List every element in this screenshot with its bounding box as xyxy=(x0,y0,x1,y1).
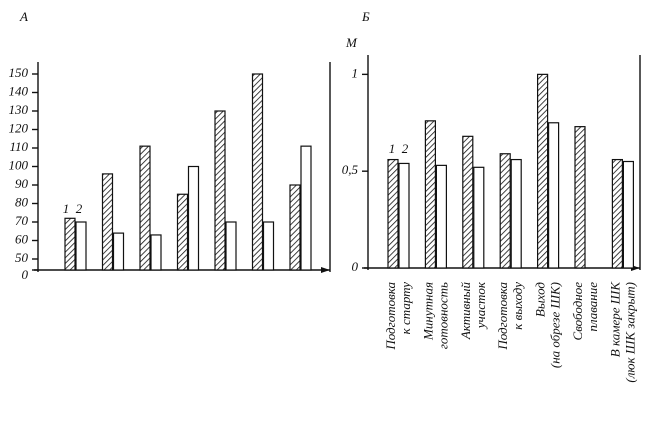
x-tick-label: (на обрезе ШК) xyxy=(548,282,563,368)
bar xyxy=(473,166,485,269)
bar xyxy=(187,165,200,271)
y-tick-label: 130 xyxy=(9,102,29,117)
y-tick-label: 120 xyxy=(9,120,29,135)
bar xyxy=(499,153,511,269)
bar xyxy=(300,145,312,271)
bar xyxy=(139,145,151,271)
panel-label: Б xyxy=(361,9,370,24)
y-tick-label: 140 xyxy=(9,83,29,98)
y-tick-label: 90 xyxy=(15,176,29,191)
y-tick-label: 80 xyxy=(15,194,29,209)
bar xyxy=(536,73,549,269)
bar xyxy=(611,158,624,269)
x-tick-label: В камере ШК xyxy=(607,281,622,358)
y-tick-label: 50 xyxy=(15,250,29,265)
x-tick-label: Подготовка xyxy=(495,282,510,351)
bar xyxy=(398,162,410,269)
legend-label: 2 xyxy=(402,141,409,156)
legend-label: 1 xyxy=(63,201,70,216)
y-tick-label: 0 xyxy=(352,259,359,274)
bar xyxy=(574,126,586,269)
y-tick-label: 0,5 xyxy=(342,162,359,177)
x-tick-label: участок xyxy=(473,281,488,330)
x-tick-label: к выходу xyxy=(510,282,525,330)
bar xyxy=(622,160,635,269)
x-tick-label: Выход xyxy=(533,282,548,318)
y-tick-label: 150 xyxy=(9,65,29,80)
x-tick-label: к старту xyxy=(398,282,413,335)
bar xyxy=(150,234,162,271)
y-tick-label: 110 xyxy=(9,139,28,154)
x-tick-label: плавание xyxy=(585,282,600,332)
bar xyxy=(101,173,114,271)
y-tick-label: 1 xyxy=(352,65,359,80)
x-tick-label: готовность xyxy=(435,282,450,349)
legend-label: 2 xyxy=(76,201,83,216)
legend-label: 1 xyxy=(389,141,396,156)
panel-label: А xyxy=(19,9,28,24)
bar xyxy=(214,110,226,271)
x-tick-label: Минутная xyxy=(420,282,435,341)
x-tick-label: Подготовка xyxy=(383,282,398,351)
bar xyxy=(462,135,474,269)
x-tick-label: Активный xyxy=(458,282,473,341)
y-tick-label: 60 xyxy=(15,231,29,246)
axis xyxy=(367,55,641,270)
bar xyxy=(112,232,125,271)
bar xyxy=(176,193,189,271)
x-tick-label: Свободное xyxy=(570,282,585,341)
bar xyxy=(64,217,76,271)
y-axis-label: М xyxy=(345,35,358,50)
y-tick-label: 70 xyxy=(15,213,29,228)
bar xyxy=(225,221,237,271)
bar xyxy=(289,184,301,271)
bar xyxy=(251,73,264,271)
x-tick-label: (люк ШК закрыт) xyxy=(622,282,637,383)
y-tick-label: 0 xyxy=(22,267,29,282)
bar xyxy=(510,158,522,269)
axis-arrow xyxy=(321,267,330,273)
bar xyxy=(262,221,275,271)
bar xyxy=(424,120,436,269)
bar xyxy=(387,158,399,269)
bar xyxy=(435,164,447,269)
bar xyxy=(547,122,560,269)
bar xyxy=(75,221,87,271)
y-tick-label: 100 xyxy=(9,157,29,172)
